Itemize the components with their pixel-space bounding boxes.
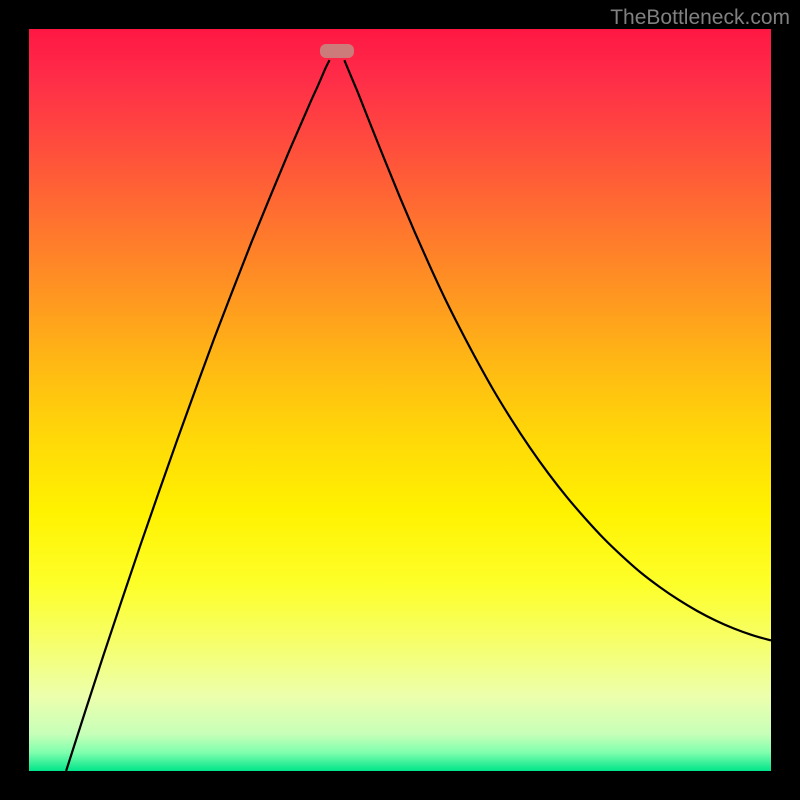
dip-marker [320,44,354,58]
bottleneck-curve [29,29,771,771]
watermark-text: TheBottleneck.com [610,6,790,30]
plot-area [29,29,771,771]
